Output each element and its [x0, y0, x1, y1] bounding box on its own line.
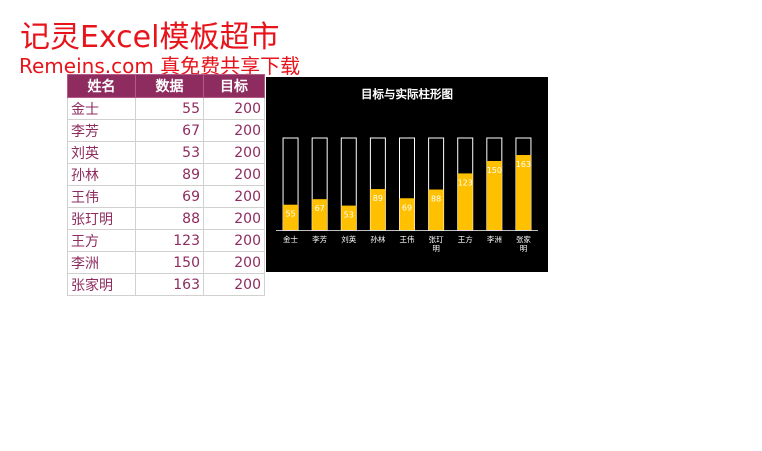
cell-target[interactable]: 200 — [203, 251, 265, 274]
data-label: 150 — [487, 166, 502, 175]
category-label: 刘英 — [341, 234, 356, 244]
header-name[interactable]: 姓名 — [67, 74, 136, 98]
bar-chart: 目标与实际柱形图 55 金士 67 李芳 53 刘英 89 孙林 69 王伟 88 张玎明 123 王方 1… — [276, 87, 538, 253]
category-label: 王伟 — [400, 234, 415, 244]
cell-name[interactable]: 王伟 — [67, 185, 136, 208]
cell-name[interactable]: 金士 — [67, 97, 136, 120]
category-label: 王方 — [458, 234, 473, 244]
data-label: 53 — [344, 211, 354, 220]
actual-bar — [486, 161, 502, 230]
table-row: 张家明 163 200 — [67, 273, 265, 296]
table-row: 王伟 69 200 — [67, 185, 265, 208]
category-label: 张玎明 — [429, 235, 444, 253]
cell-target[interactable]: 200 — [203, 97, 265, 120]
category-label: 李芳 — [312, 234, 327, 244]
cell-value[interactable]: 163 — [135, 273, 204, 296]
actual-bar — [370, 189, 386, 230]
cell-target[interactable]: 200 — [203, 141, 265, 164]
cell-target[interactable]: 200 — [203, 207, 265, 230]
cell-name[interactable]: 刘英 — [67, 141, 136, 164]
data-label: 89 — [373, 194, 383, 203]
category-label: 张家明 — [516, 234, 531, 253]
cell-name[interactable]: 孙林 — [67, 163, 136, 186]
actual-bar — [515, 155, 531, 230]
data-label: 123 — [458, 178, 473, 187]
category-label: 孙林 — [370, 234, 385, 244]
cell-name[interactable]: 王方 — [67, 229, 136, 252]
data-label: 67 — [315, 204, 325, 213]
header-target[interactable]: 目标 — [203, 74, 265, 98]
cell-value[interactable]: 69 — [135, 185, 204, 208]
table-row: 王方 123 200 — [67, 229, 265, 252]
cell-target[interactable]: 200 — [203, 273, 265, 296]
table-row: 李洲 150 200 — [67, 251, 265, 274]
cell-value[interactable]: 67 — [135, 119, 204, 142]
cell-target[interactable]: 200 — [203, 163, 265, 186]
chart-title: 目标与实际柱形图 — [361, 87, 453, 101]
table-row: 李芳 67 200 — [67, 119, 265, 142]
chart-area[interactable]: 目标与实际柱形图 55 金士 67 李芳 53 刘英 89 孙林 69 王伟 88 张玎明 123 王方 1… — [266, 77, 548, 272]
cell-name[interactable]: 李洲 — [67, 251, 136, 274]
cell-target[interactable]: 200 — [203, 119, 265, 142]
cell-value[interactable]: 150 — [135, 251, 204, 274]
cell-value[interactable]: 123 — [135, 229, 204, 252]
cell-value[interactable]: 55 — [135, 97, 204, 120]
table-row: 孙林 89 200 — [67, 163, 265, 186]
cell-value[interactable]: 88 — [135, 207, 204, 230]
table-header-row: 姓名 数据 目标 — [67, 74, 265, 98]
actual-bar — [283, 204, 299, 230]
cell-target[interactable]: 200 — [203, 185, 265, 208]
actual-bar — [399, 198, 415, 230]
header-value[interactable]: 数据 — [135, 74, 204, 98]
cell-name[interactable]: 李芳 — [67, 119, 136, 142]
data-label: 88 — [431, 195, 441, 204]
watermark-title: 记灵Excel模板超市 — [20, 20, 280, 55]
table-row: 金士 55 200 — [67, 97, 265, 120]
data-label: 69 — [402, 203, 412, 212]
actual-bar — [341, 205, 357, 230]
cell-name[interactable]: 张玎明 — [67, 207, 136, 230]
cell-value[interactable]: 89 — [135, 163, 204, 186]
category-label: 金士 — [283, 234, 298, 244]
data-table: 姓名 数据 目标 金士 55 200 李芳 67 200 刘英 53 200 孙林 89 200 王伟 6… — [67, 74, 265, 296]
data-label: 55 — [285, 210, 295, 219]
table-row: 刘英 53 200 — [67, 141, 265, 164]
actual-bar — [428, 189, 444, 230]
cell-name[interactable]: 张家明 — [67, 273, 136, 296]
table-row: 张玎明 88 200 — [67, 207, 265, 230]
cell-value[interactable]: 53 — [135, 141, 204, 164]
data-label: 163 — [516, 160, 531, 169]
cell-target[interactable]: 200 — [203, 229, 265, 252]
category-label: 李洲 — [487, 234, 502, 244]
actual-bar — [457, 173, 473, 230]
actual-bar — [312, 199, 328, 230]
